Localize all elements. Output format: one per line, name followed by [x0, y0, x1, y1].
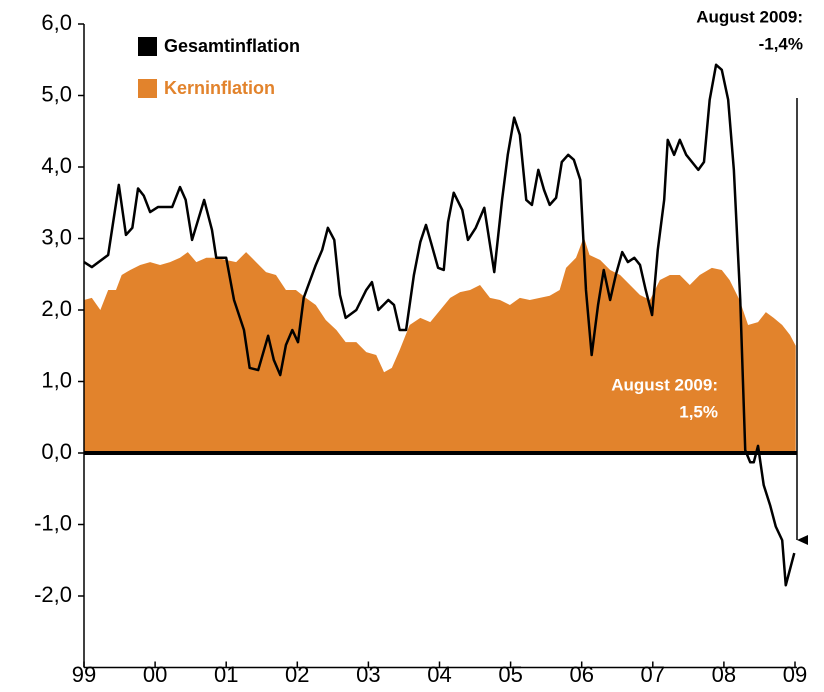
- legend-label: Gesamtinflation: [164, 36, 300, 56]
- y-tick-label: 3,0: [41, 224, 72, 249]
- x-tick-label: 06: [569, 662, 593, 687]
- legend-swatch: [138, 79, 157, 98]
- y-tick-label: 0,0: [41, 439, 72, 464]
- annotation: August 2009:: [611, 375, 718, 394]
- x-tick-label: 01: [214, 662, 238, 687]
- y-tick-label: 4,0: [41, 153, 72, 178]
- legend-label: Kerninflation: [164, 78, 275, 98]
- x-tick-label: 09: [783, 662, 807, 687]
- x-tick-label: 05: [498, 662, 522, 687]
- y-tick-label: -1,0: [34, 510, 72, 535]
- x-tick-label: 07: [641, 662, 665, 687]
- legend-swatch: [138, 37, 157, 56]
- y-tick-label: 6,0: [41, 10, 72, 35]
- x-tick-label: 08: [712, 662, 736, 687]
- line: [83, 63, 796, 587]
- y-tick-label: -2,0: [34, 582, 72, 607]
- annotation: 1,5%: [679, 402, 718, 421]
- x-tick-label: 00: [143, 662, 167, 687]
- x-tick-label: 02: [285, 662, 309, 687]
- legend-item: Gesamtinflation: [138, 36, 300, 56]
- y-tick-label: 2,0: [41, 296, 72, 321]
- x-tick-label: 99: [72, 662, 96, 687]
- y-tick-label: 1,0: [41, 367, 72, 392]
- plot-area: -2,0 -1,0 0,0 1,0 2,0 3,0 4,0 5,0 6,0 99 00 01 02 03 0…: [34, 7, 807, 686]
- x-tick-label: 03: [356, 662, 380, 687]
- x-tick-label: 04: [427, 662, 451, 687]
- annotation: -1,4%: [759, 34, 803, 53]
- annotation: August 2009:: [696, 7, 803, 26]
- area: [84, 237, 796, 453]
- y-tick-label: 5,0: [41, 81, 72, 106]
- legend-item: Kerninflation: [138, 78, 275, 98]
